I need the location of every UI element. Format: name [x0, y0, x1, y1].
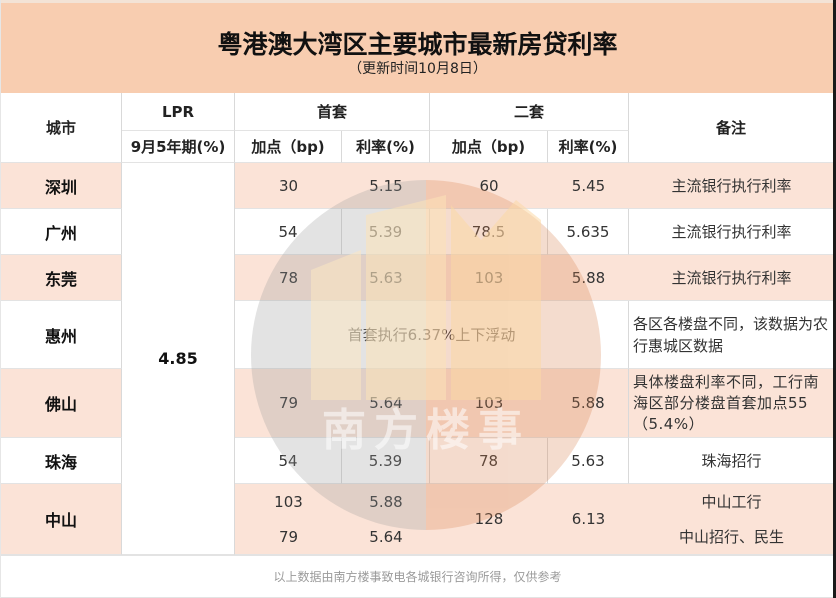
header-note: 备注	[629, 93, 834, 163]
city-cell: 佛山	[1, 369, 122, 438]
first-bp-cell: 54	[235, 438, 342, 484]
city-cell: 惠州	[1, 301, 122, 369]
merged-rate-cell: 首套执行6.37%上下浮动	[235, 301, 629, 369]
second-bp-cell: 60	[430, 163, 548, 209]
update-time: （更新时间10月8日）	[348, 61, 487, 77]
header-first-bp: 加点（bp)	[235, 131, 342, 163]
first-bp-cell: 30	[235, 163, 342, 209]
note-cell: 珠海招行	[629, 438, 834, 484]
second-rate-cell: 5.88	[548, 369, 629, 438]
second-rate-cell: 5.63	[548, 438, 629, 484]
header-second-rate: 利率(%)	[548, 131, 629, 163]
second-bp-cell: 128	[430, 484, 548, 555]
title-banner: 粤港澳大湾区主要城市最新房贷利率 （更新时间10月8日）	[1, 0, 834, 93]
second-bp-cell: 103	[430, 255, 548, 301]
note-cell: 主流银行执行利率	[629, 163, 834, 209]
second-rate-cell: 5.635	[548, 209, 629, 255]
footer-disclaimer: 以上数据由南方楼事致电各城银行咨询所得，仅供参考	[1, 555, 834, 598]
first-bp-cell: 79	[235, 369, 342, 438]
header-first-rate: 利率(%)	[342, 131, 430, 163]
second-rate-cell: 5.88	[548, 255, 629, 301]
second-rate-cell: 6.13	[548, 484, 629, 555]
header-second-bp: 加点（bp)	[430, 131, 548, 163]
second-rate-cell: 5.45	[548, 163, 629, 209]
first-bp-a: 103	[274, 492, 303, 511]
second-bp-cell: 78	[430, 438, 548, 484]
first-rate-cell: 5.39	[342, 438, 430, 484]
note-cell: 各区各楼盘不同，该数据为农行惠城区数据	[629, 301, 834, 369]
first-rate-cell: 5.63	[342, 255, 430, 301]
first-rate-a: 5.88	[369, 492, 403, 511]
header-second-home: 二套	[430, 93, 629, 131]
first-bp-cell: 54	[235, 209, 342, 255]
note-cell: 主流银行执行利率	[629, 255, 834, 301]
second-bp-cell: 78.5	[430, 209, 548, 255]
header-first-home: 首套	[235, 93, 430, 131]
page-title: 粤港澳大湾区主要城市最新房贷利率	[217, 30, 618, 59]
first-bp-b: 79	[278, 527, 299, 546]
right-edge	[833, 0, 836, 598]
first-rate-cell: 5.39	[342, 209, 430, 255]
header-lpr: LPR	[122, 93, 235, 131]
city-cell: 中山	[1, 484, 122, 555]
first-rate-b: 5.64	[369, 527, 403, 546]
header-city: 城市	[1, 93, 122, 163]
city-cell: 广州	[1, 209, 122, 255]
city-cell: 东莞	[1, 255, 122, 301]
city-cell: 深圳	[1, 163, 122, 209]
first-rate-cell: 5.64	[342, 369, 430, 438]
note-cell: 具体楼盘利率不同，工行南海区部分楼盘首套加点55（5.4%）	[629, 369, 834, 438]
note-cell: 主流银行执行利率	[629, 209, 834, 255]
first-bp-cell: 78	[235, 255, 342, 301]
first-rate-cell: 5.15	[342, 163, 430, 209]
note-b: 中山招行、民生	[678, 528, 784, 546]
city-cell: 珠海	[1, 438, 122, 484]
first-bp-cell: 103 79	[235, 484, 342, 555]
first-rate-cell: 5.88 5.64	[342, 484, 430, 555]
header-lpr-sub: 9月5年期(%)	[122, 131, 235, 163]
note-cell: 中山工行中山招行、民生	[629, 484, 834, 555]
note-a: 中山工行	[701, 493, 762, 511]
second-bp-cell: 103	[430, 369, 548, 438]
lpr-value: 4.85	[122, 163, 235, 555]
